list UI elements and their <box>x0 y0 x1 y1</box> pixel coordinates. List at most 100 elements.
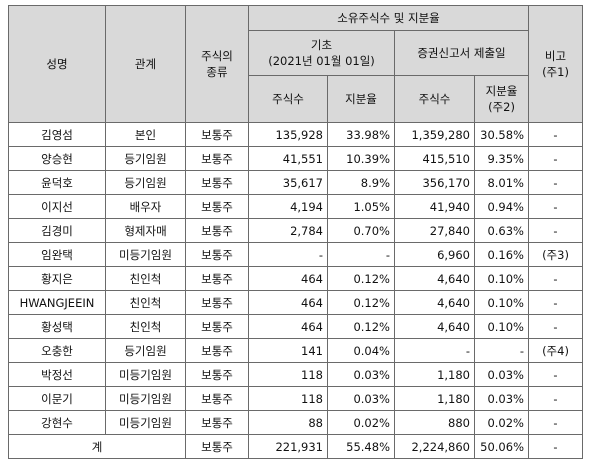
header-cell: 지분율 <box>327 75 395 123</box>
table-row: 임완택 미등기임원 보통주 - -6,960 0.16% (주3) <box>8 242 583 267</box>
table-row: 강현수 미등기임원 보통주 88 0.02% 880 0.02% - <box>8 410 583 435</box>
table-cell: 6,960 <box>394 242 475 267</box>
table-cell: 35,617 <box>248 170 328 195</box>
header-cell: 비고 (주1) <box>528 5 583 123</box>
header-cell: 소유주식수 및 지분율 <box>248 5 529 31</box>
table-cell: 0.03% <box>474 362 529 387</box>
header-cell: 성명 <box>8 5 106 123</box>
table-cell: 강현수 <box>8 410 106 435</box>
table-cell: 10.39% <box>327 146 395 171</box>
table-cell: 보통주 <box>185 218 249 243</box>
table-row: 계 보통주 221,931 55.48% 2,224,860 50.06% - <box>8 434 583 459</box>
table-cell: 계 <box>8 434 186 459</box>
table-cell: 464 <box>248 314 328 339</box>
table-row: 이문기 미등기임원 보통주 118 0.03% 1,180 0.03% - <box>8 386 583 411</box>
table-cell: - <box>394 338 475 363</box>
table-cell: 1,359,280 <box>394 122 475 147</box>
table-cell: 등기임원 <box>105 338 186 363</box>
table-cell: 미등기임원 <box>105 386 186 411</box>
table-cell: 50.06% <box>474 434 529 459</box>
table-cell: 황성택 <box>8 314 106 339</box>
table-cell: 양승현 <box>8 146 106 171</box>
header-cell: 증권신고서 제출일 <box>394 30 529 76</box>
table-cell: 배우자 <box>105 194 186 219</box>
table-row: 황성택 친인척 보통주 464 0.12% 4,640 0.10% - <box>8 314 583 339</box>
table-cell: 친인척 <box>105 266 186 291</box>
table-cell: - <box>248 242 328 267</box>
ownership-table: 성명 관계 주식의 종류 소유주식수 및 지분율 비고 (주1) 기초 (202… <box>8 5 583 459</box>
table-cell: 보통주 <box>185 146 249 171</box>
table-cell: - <box>528 314 583 339</box>
table-header: 성명 관계 주식의 종류 소유주식수 및 지분율 비고 (주1) 기초 (202… <box>8 5 583 123</box>
table-cell: 9.35% <box>474 146 529 171</box>
header-cell: 주식의 종류 <box>185 5 249 123</box>
table-row: 박정선 미등기임원 보통주 118 0.03% 1,180 0.03% - <box>8 362 583 387</box>
table-cell: 박정선 <box>8 362 106 387</box>
table-cell: 오충한 <box>8 338 106 363</box>
table-row: 이지선 배우자 보통주 4,194 1.05% 41,940 0.94% - <box>8 194 583 219</box>
table-row: HWANGJEEIN 친인척 보통주 464 0.12% 4,640 0.10% - <box>8 290 583 315</box>
table-cell: 0.04% <box>327 338 395 363</box>
table-cell: 4,194 <box>248 194 328 219</box>
header-cell: 기초 (2021년 01월 01일) <box>248 30 395 76</box>
table-cell: 형제자매 <box>105 218 186 243</box>
table-cell: - <box>528 218 583 243</box>
table-cell: 보통주 <box>185 170 249 195</box>
table-cell: 55.48% <box>327 434 395 459</box>
table-cell: 보통주 <box>185 194 249 219</box>
table-cell: - <box>528 266 583 291</box>
table-cell: 보통주 <box>185 290 249 315</box>
table-cell: 보통주 <box>185 122 249 147</box>
table-cell: - <box>528 410 583 435</box>
table-cell: 보통주 <box>185 314 249 339</box>
table-cell: 2,784 <box>248 218 328 243</box>
table-cell: 118 <box>248 362 328 387</box>
table-cell: - <box>528 386 583 411</box>
table-cell: 135,928 <box>248 122 328 147</box>
table-cell: 윤덕호 <box>8 170 106 195</box>
table-cell: 이지선 <box>8 194 106 219</box>
header-cell: 지분율 (주2) <box>474 75 529 123</box>
table-cell: 141 <box>248 338 328 363</box>
table-cell: - <box>528 434 583 459</box>
table-cell: 880 <box>394 410 475 435</box>
table-cell: 464 <box>248 266 328 291</box>
table-cell: - <box>528 362 583 387</box>
table-row: 황지은 친인척 보통주 464 0.12% 4,640 0.10% - <box>8 266 583 291</box>
table-cell: 0.03% <box>474 386 529 411</box>
header-cell: 주식수 <box>394 75 475 123</box>
table-cell: 8.01% <box>474 170 529 195</box>
table-cell: - <box>528 122 583 147</box>
table-cell: 30.58% <box>474 122 529 147</box>
table-cell: 0.02% <box>327 410 395 435</box>
table-row: 김경미 형제자매 보통주 2,784 0.70% 27,840 0.63% - <box>8 218 583 243</box>
table-cell: (주3) <box>528 242 583 267</box>
table-row: 오충한 등기임원 보통주 141 0.04% - - (주4) <box>8 338 583 363</box>
table-cell: 본인 <box>105 122 186 147</box>
table-cell: 이문기 <box>8 386 106 411</box>
table-cell: 0.02% <box>474 410 529 435</box>
table-cell: 41,551 <box>248 146 328 171</box>
header-cell: 주식수 <box>248 75 328 123</box>
table-cell: - <box>528 290 583 315</box>
table-cell: 김경미 <box>8 218 106 243</box>
table-cell: 미등기임원 <box>105 362 186 387</box>
table-cell: 415,510 <box>394 146 475 171</box>
table-cell: 보통주 <box>185 266 249 291</box>
table-cell: 보통주 <box>185 338 249 363</box>
table-cell: 27,840 <box>394 218 475 243</box>
table-cell: 0.94% <box>474 194 529 219</box>
table-cell: HWANGJEEIN <box>8 290 106 315</box>
table-cell: 미등기임원 <box>105 242 186 267</box>
table-cell: 221,931 <box>248 434 328 459</box>
table-cell: 4,640 <box>394 290 475 315</box>
table-cell: 친인척 <box>105 290 186 315</box>
table-cell: 0.03% <box>327 362 395 387</box>
table-cell: - <box>474 338 529 363</box>
table-cell: 등기임원 <box>105 146 186 171</box>
table-cell: 보통주 <box>185 410 249 435</box>
header-cell: 관계 <box>105 5 186 123</box>
table-cell: 464 <box>248 290 328 315</box>
table-cell: 1,180 <box>394 386 475 411</box>
